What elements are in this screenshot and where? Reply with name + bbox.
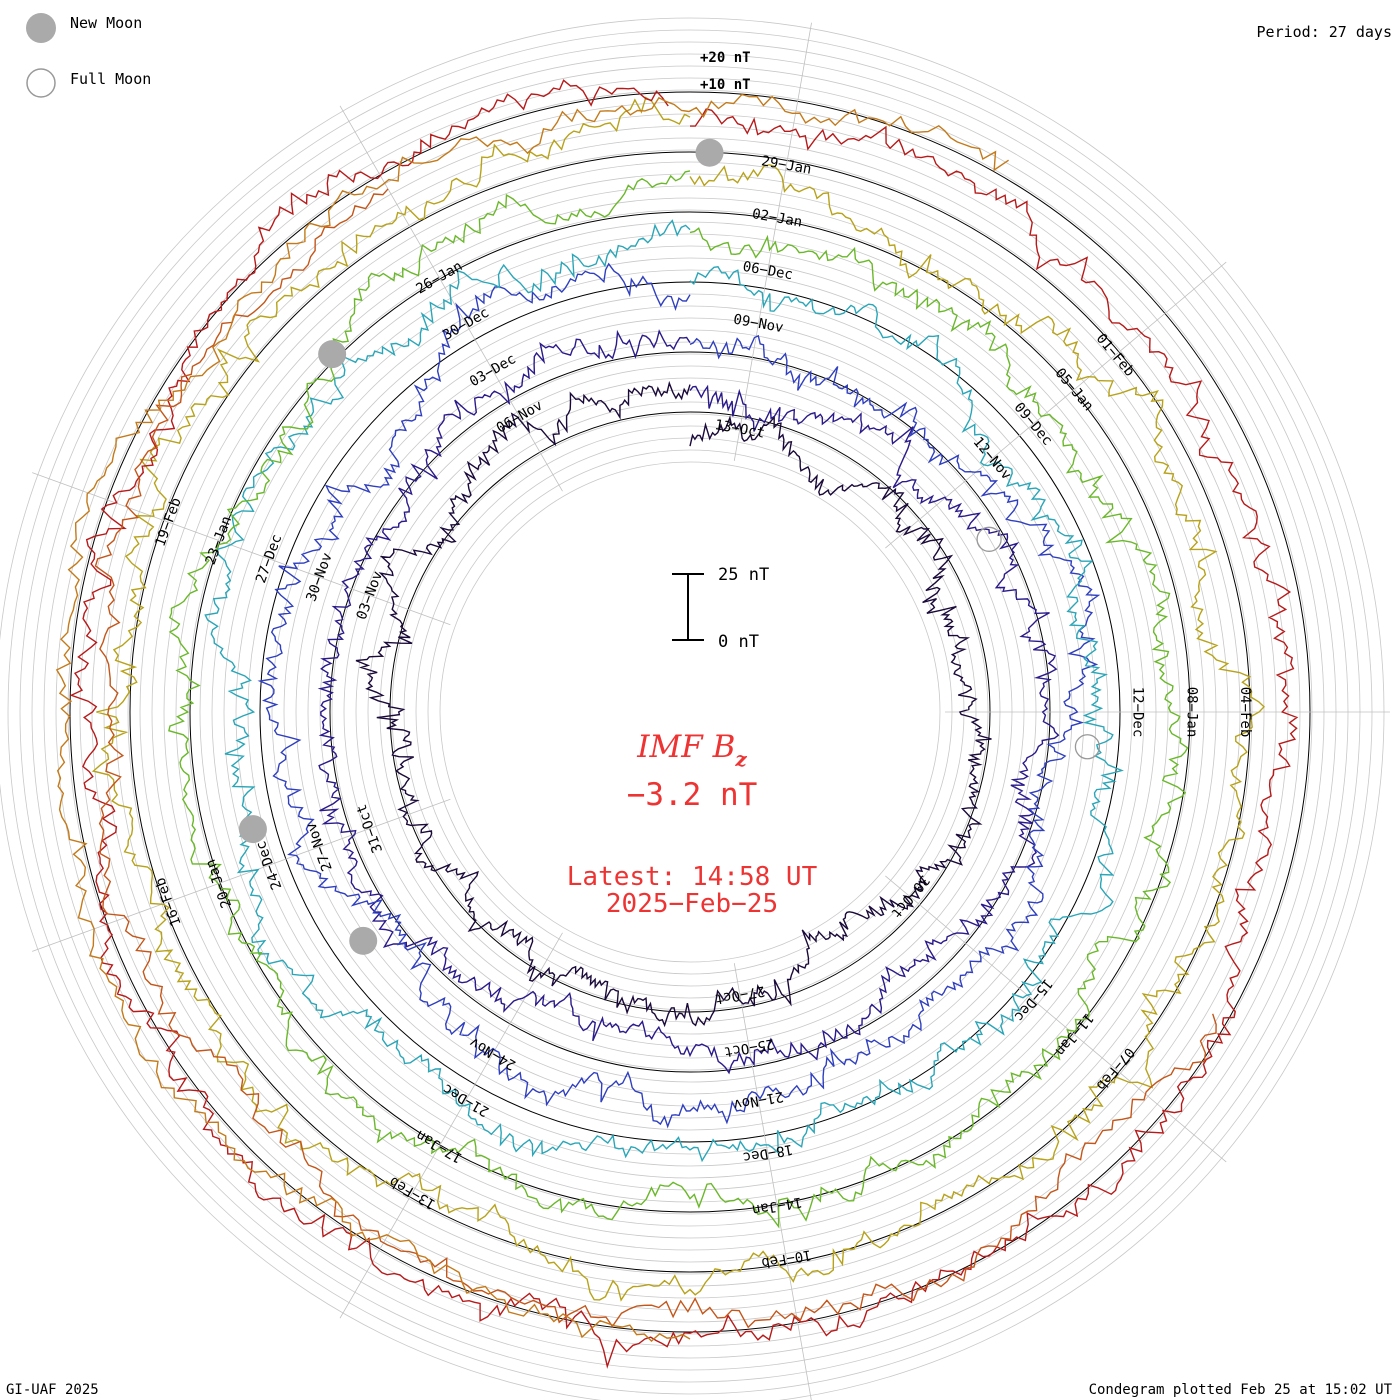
- grid-ring: [367, 389, 1013, 1035]
- plotted-label: Condegram plotted Feb 25 at 15:02 UT: [1089, 1382, 1393, 1398]
- new-moon-icon: [318, 340, 347, 369]
- date-label: 27−Nov: [303, 820, 335, 873]
- new-moon-legend-icon: [26, 13, 56, 43]
- day-spoke: [733, 22, 812, 461]
- new-moon-icon: [695, 138, 724, 167]
- full-moon-legend-icon: [26, 68, 56, 98]
- scale-bottom-label: 0 nT: [718, 632, 759, 652]
- date-label: 30−Nov: [303, 551, 335, 604]
- bz-trace-rotation-2: [317, 329, 1060, 1075]
- bz-trace-rotation-3: [257, 262, 1101, 1129]
- day-spoke: [885, 261, 1227, 549]
- bz-trace-rotation-1: [355, 380, 992, 1028]
- date-label: 27−Oct: [714, 982, 767, 1007]
- date-label: 06−Dec: [742, 259, 795, 284]
- day-spoke: [32, 798, 451, 952]
- bz-trace-outer-segment: [94, 188, 1217, 1329]
- date-label: 20−Jan: [203, 857, 235, 910]
- bz-trace-rotation-5: [168, 170, 1189, 1229]
- chart-title: IMF Bz: [636, 729, 747, 771]
- bz-trace-outer-segment: [55, 93, 1009, 1342]
- grid-ring: [439, 461, 941, 963]
- date-label: 30−Dec: [440, 305, 492, 344]
- date-label: 26−Jan: [413, 258, 465, 297]
- date-label: 07−Feb: [1093, 1044, 1138, 1093]
- latest-time: Latest: 14:58 UT: [567, 862, 818, 892]
- bz-traces: [55, 79, 1299, 1369]
- date-label: 29−Jan: [760, 153, 813, 178]
- date-label: 24−Dec: [253, 839, 285, 892]
- ring-label-plus10: +10 nT: [700, 77, 751, 93]
- current-value: −3.2 nT: [627, 777, 758, 813]
- date-label: 09−Dec: [1011, 400, 1056, 449]
- grid-ring: [0, 17, 1385, 1400]
- date-label: 21−Dec: [440, 1080, 492, 1119]
- baseline-ring: [389, 411, 991, 1013]
- date-label: 25−Oct: [723, 1035, 776, 1060]
- full-moon-legend-label: Full Moon: [70, 70, 151, 88]
- date-label: 01−Feb: [1093, 331, 1138, 380]
- new-moon-legend-label: New Moon: [70, 14, 142, 32]
- bz-trace-rotation-4: [204, 219, 1124, 1163]
- date-label: 27−Dec: [253, 532, 285, 585]
- bz-trace-rotation-7: [69, 79, 1299, 1369]
- date-label: 17−Jan: [413, 1127, 465, 1166]
- new-moon-icon: [238, 815, 267, 844]
- date-label: 04−Feb: [1237, 687, 1253, 738]
- ring-label-plus20: +20 nT: [700, 50, 751, 66]
- latest-date: 2025−Feb−25: [606, 889, 778, 919]
- full-moon-icon: [1074, 734, 1101, 760]
- bz-trace-rotation-6: [91, 96, 1265, 1302]
- date-label: 10−Feb: [760, 1246, 813, 1271]
- period-label: Period: 27 days: [1257, 23, 1392, 41]
- grid-rings: [0, 17, 1385, 1400]
- date-label: 13−Feb: [387, 1173, 439, 1212]
- day-spoke: [733, 963, 812, 1400]
- new-moon-icon: [349, 926, 378, 955]
- chart-title-subscript: z: [734, 747, 747, 771]
- scale-top-label: 25 nT: [718, 565, 769, 585]
- day-spoke: [32, 472, 451, 626]
- grid-ring: [391, 413, 989, 1011]
- full-moon-icon: [976, 526, 1002, 552]
- day-spoke: [885, 875, 1227, 1163]
- credit: GI-UAF 2025: [6, 1382, 99, 1398]
- grid-ring: [355, 377, 1025, 1047]
- date-label: 12−Dec: [1130, 687, 1146, 738]
- chart-title-main: IMF B: [636, 729, 735, 765]
- date-label: 08−Jan: [1183, 687, 1199, 738]
- date-label: 15−Dec: [1011, 975, 1056, 1024]
- date-label: 06−Nov: [494, 397, 546, 436]
- moon-markers: [238, 138, 1101, 955]
